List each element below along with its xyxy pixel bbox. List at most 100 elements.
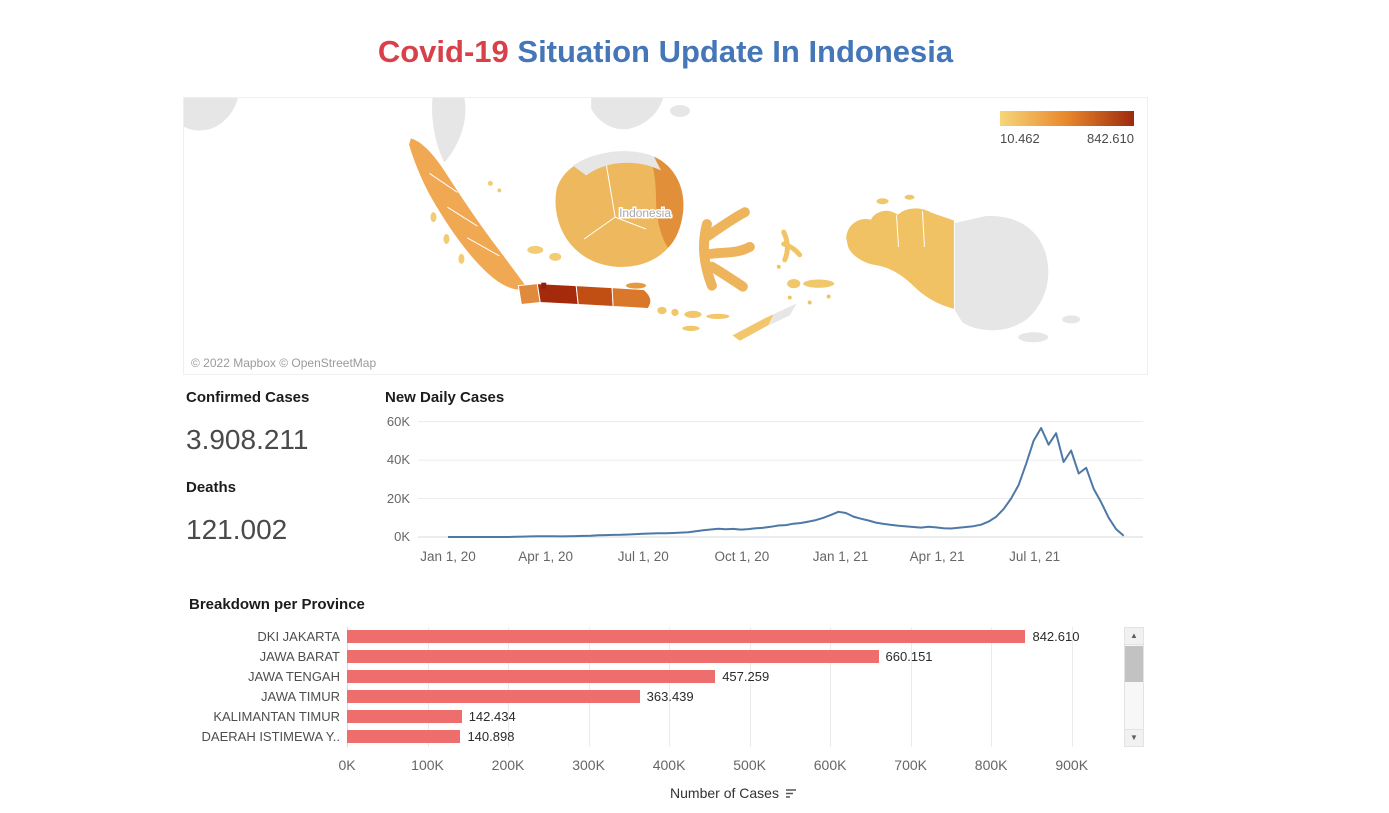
- cases-x-axis: 0K 100K 200K 300K 400K 500K 600K 700K 800K 900K: [338, 757, 1120, 775]
- province-bar[interactable]: [347, 710, 462, 723]
- title-part-blue: Situation Update In Indonesia: [508, 34, 954, 69]
- province-bar[interactable]: [347, 690, 640, 703]
- v-gridline: [588, 627, 590, 747]
- legend-min-label: 10.462: [1000, 131, 1040, 146]
- v-gridline: [749, 627, 751, 747]
- province-papua[interactable]: [845, 207, 955, 311]
- nusa-tenggara-islands[interactable]: [656, 306, 776, 342]
- province-bars-chart[interactable]: 842.610 660.151 457.259 363.439 142.434 140.8…: [347, 627, 1120, 747]
- province-sulawesi[interactable]: [698, 207, 755, 292]
- x-tick-label: Apr 1, 21: [909, 549, 965, 564]
- north-papua-islets[interactable]: [876, 194, 915, 205]
- title-part-red: Covid-19: [377, 34, 509, 69]
- scroll-down-button[interactable]: ▼: [1125, 729, 1143, 746]
- bar-value-label: 363.439: [646, 689, 694, 704]
- foreign-land: [184, 98, 1081, 343]
- y-tick-label: 20K: [386, 490, 410, 506]
- daily-cases-line[interactable]: [448, 427, 1125, 538]
- bar-value-label: 842.610: [1032, 629, 1080, 644]
- province-banten[interactable]: [517, 283, 541, 306]
- y-tick-label: 60K: [386, 413, 410, 429]
- daily-cases-chart[interactable]: [418, 412, 1143, 538]
- bar-value-label: 660.151: [885, 649, 933, 664]
- v-gridline: [669, 627, 671, 747]
- x-tick-label: 500K: [733, 757, 766, 773]
- deaths-value: 121.002: [186, 514, 288, 545]
- daily-cases-x-axis: Jan 1, 20 Apr 1, 20 Jul 1, 20 Oct 1, 20 Jan …: [418, 549, 1143, 567]
- malaysia-borneo: [573, 151, 662, 176]
- vertical-scrollbar[interactable]: ▲ ▼: [1124, 627, 1144, 747]
- west-sumatra-islets[interactable]: [430, 180, 562, 264]
- x-tick-label: Apr 1, 20: [518, 549, 574, 564]
- legend-max-label: 842.610: [1087, 131, 1134, 146]
- bar-value-label: 140.898: [467, 729, 515, 744]
- province-borders: [583, 163, 647, 240]
- province-borders: [896, 211, 925, 247]
- x-tick-label: 400K: [652, 757, 686, 773]
- sort-icon[interactable]: [785, 787, 797, 799]
- legend-gradient-bar: [1000, 111, 1134, 126]
- v-gridline: [1071, 627, 1073, 747]
- province-dki-jakarta[interactable]: [541, 282, 547, 289]
- v-gridline: [830, 627, 832, 747]
- x-tick-label: 0K: [338, 757, 356, 773]
- indonesia-choropleth-map[interactable]: Indonesia: [184, 98, 1147, 374]
- x-tick-label: 600K: [813, 757, 847, 773]
- v-gridline: [991, 627, 993, 747]
- x-tick-label: Jul 1, 20: [617, 549, 669, 564]
- v-gridline: [427, 627, 429, 747]
- map-country-label: Indonesia: [619, 206, 671, 220]
- province-jawa-timur[interactable]: [611, 287, 652, 309]
- confirmed-cases-label: Confirmed Cases: [186, 389, 310, 406]
- province-kalimantan-timur[interactable]: [650, 156, 684, 248]
- x-tick-label: 700K: [894, 757, 927, 773]
- deaths-label: Deaths: [186, 479, 237, 496]
- bar-value-label: 142.434: [468, 709, 516, 724]
- y-tick-label: 0K: [394, 529, 410, 544]
- daily-cases-y-axis: 0K 20K 40K 60K: [183, 412, 410, 544]
- x-tick-label: Jan 1, 20: [420, 549, 476, 564]
- province-labels: DKI JAKARTA JAWA BARAT JAWA TENGAH JAWA TIM…: [183, 627, 340, 747]
- province-label: KALIMANTAN TIMUR: [213, 709, 340, 724]
- v-gridline: [508, 627, 510, 747]
- dashboard-content: Covid-19 Situation Update In Indonesia: [183, 0, 1148, 813]
- x-tick-label: 200K: [491, 757, 525, 773]
- x-tick-label: 100K: [411, 757, 444, 773]
- v-gridline: [910, 627, 912, 747]
- province-breakdown-title: Breakdown per Province: [189, 596, 365, 613]
- province-bar[interactable]: [347, 630, 1026, 643]
- color-legend: 10.462 842.610: [1000, 111, 1134, 146]
- province-label: JAWA BARAT: [259, 649, 340, 664]
- page-title: Covid-19 Situation Update In Indonesia: [183, 34, 1148, 70]
- v-gridline: [347, 627, 348, 747]
- x-tick-label: 800K: [974, 757, 1008, 773]
- bar-value-label: 457.259: [722, 669, 770, 684]
- maluku-islands[interactable]: [776, 229, 835, 305]
- province-label: JAWA TENGAH: [248, 669, 340, 684]
- province-label: DAERAH ISTIMEWA Y..: [201, 729, 340, 744]
- province-label: JAWA TIMUR: [261, 689, 340, 704]
- province-bar[interactable]: [347, 650, 879, 663]
- province-bar[interactable]: [347, 730, 461, 743]
- x-tick-label: 300K: [572, 757, 605, 773]
- x-tick-label: 900K: [1055, 757, 1089, 773]
- confirmed-cases-value: 3.908.211: [186, 424, 309, 455]
- map-attribution: © 2022 Mapbox © OpenStreetMap: [191, 356, 377, 370]
- province-borders: [429, 173, 500, 257]
- map-panel: Indonesia 10.462 842.610 © 2022 Mapbox ©…: [183, 97, 1148, 375]
- cases-axis-title-text: Number of Cases: [670, 785, 779, 801]
- province-bar[interactable]: [347, 670, 716, 683]
- x-tick-label: Jan 1, 21: [812, 549, 869, 564]
- madura-island[interactable]: [626, 282, 647, 289]
- x-tick-label: Oct 1, 20: [714, 549, 770, 564]
- daily-cases-title: New Daily Cases: [385, 389, 505, 406]
- y-tick-label: 40K: [386, 452, 410, 468]
- scroll-up-button[interactable]: ▲: [1125, 628, 1143, 645]
- cases-axis-title: Number of Cases: [347, 785, 1120, 801]
- province-label: DKI JAKARTA: [257, 629, 340, 644]
- x-tick-label: Jul 1, 21: [1009, 549, 1061, 564]
- province-jawa-tengah[interactable]: [575, 285, 614, 308]
- province-sumatra[interactable]: [408, 137, 530, 291]
- scrollbar-thumb[interactable]: [1125, 646, 1143, 682]
